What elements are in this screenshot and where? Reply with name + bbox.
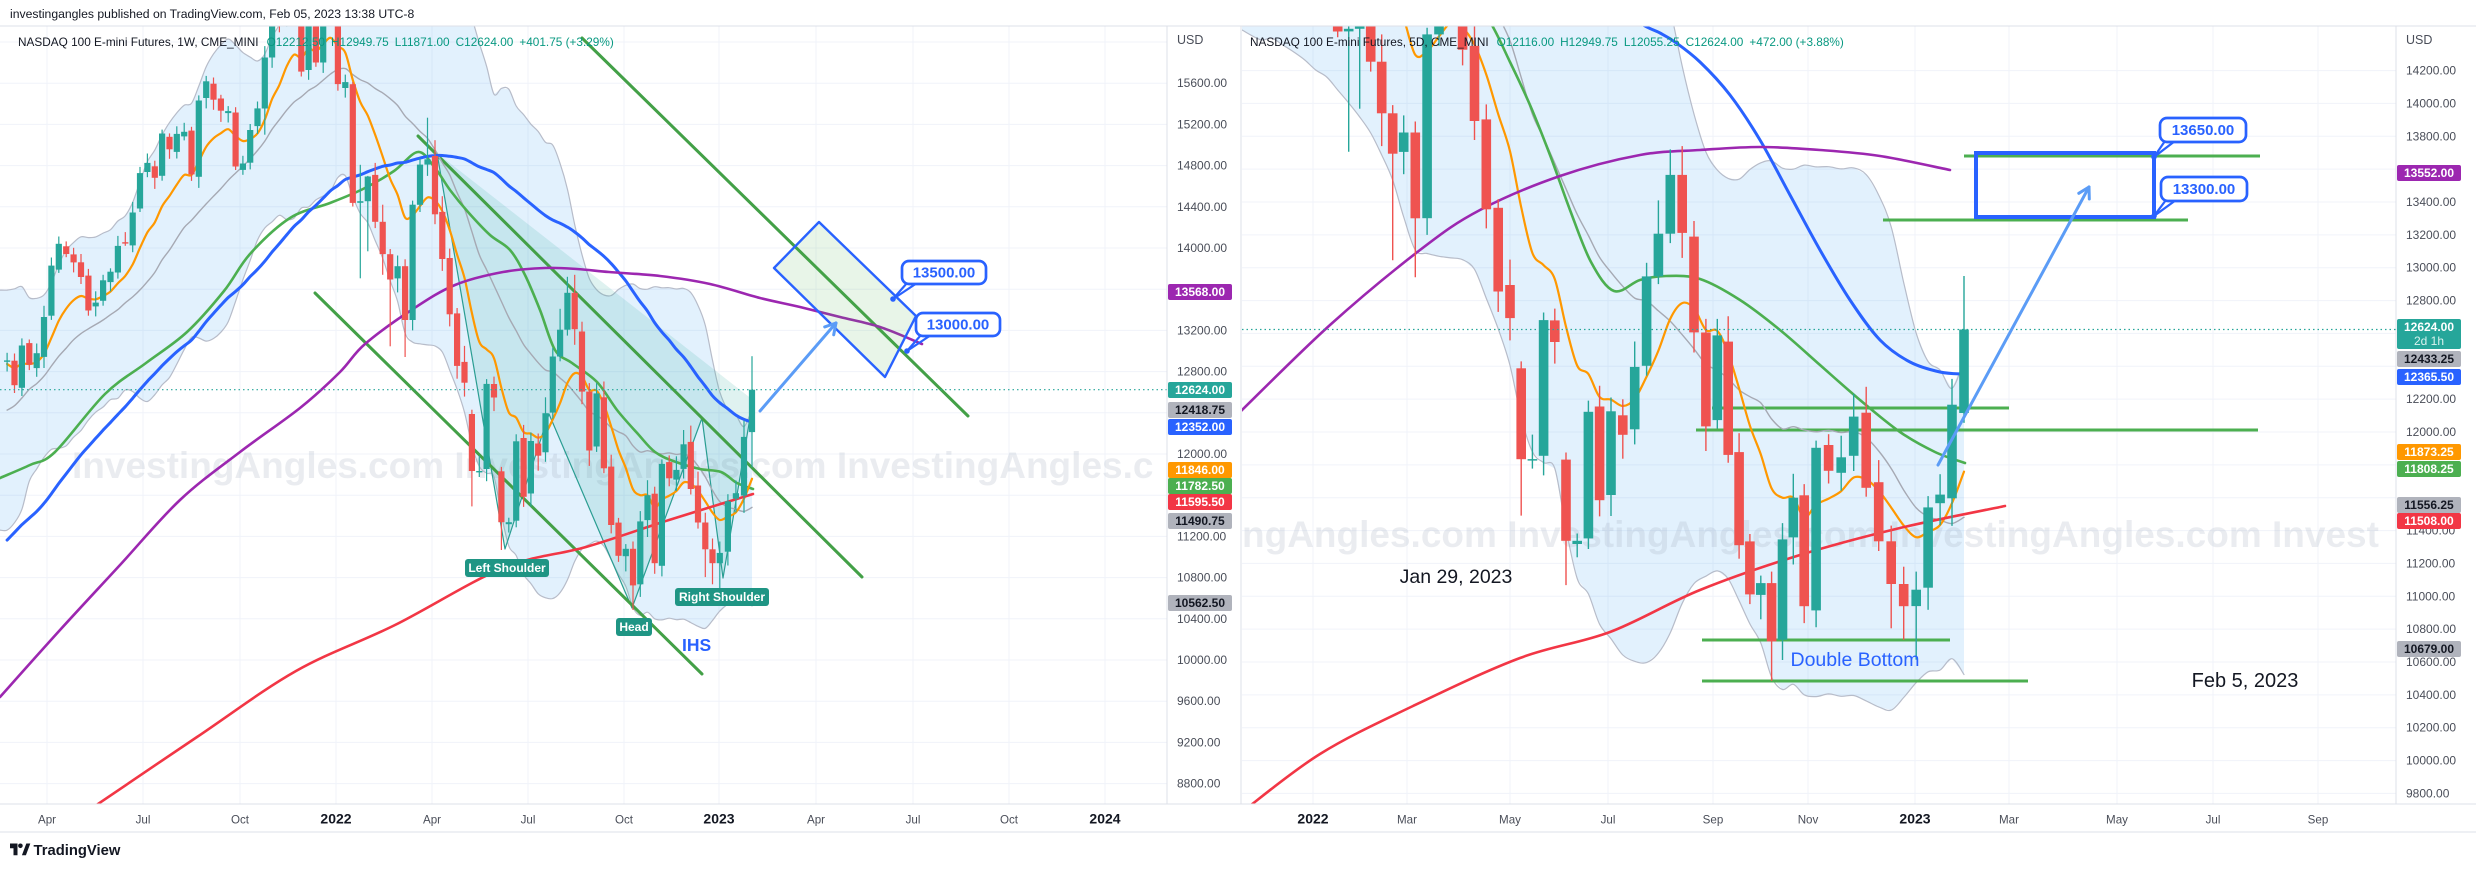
svg-text:Oct: Oct <box>1000 814 1019 827</box>
svg-text:10200.00: 10200.00 <box>2406 721 2456 735</box>
svg-text:13568.00: 13568.00 <box>1175 285 1225 299</box>
svg-text:11200.00: 11200.00 <box>1177 529 1226 543</box>
svg-text:May: May <box>2106 814 2128 827</box>
svg-text:12200.00: 12200.00 <box>2406 392 2456 406</box>
svg-text:Jul: Jul <box>136 814 151 827</box>
svg-text:10000.00: 10000.00 <box>2406 754 2456 768</box>
svg-text:12000.00: 12000.00 <box>1177 447 1227 461</box>
svg-text:14800.00: 14800.00 <box>1177 159 1227 173</box>
svg-text:10000.00: 10000.00 <box>1177 653 1227 667</box>
svg-text:investingangles published on T: investingangles published on TradingView… <box>10 7 414 21</box>
svg-text:2022: 2022 <box>320 811 351 827</box>
svg-text:12800.00: 12800.00 <box>1177 365 1227 379</box>
svg-text:13800.00: 13800.00 <box>2406 129 2456 143</box>
svg-text:9600.00: 9600.00 <box>1177 694 1221 708</box>
svg-text:10400.00: 10400.00 <box>2406 688 2456 702</box>
svg-text:Apr: Apr <box>807 814 825 827</box>
svg-text:13650.00: 13650.00 <box>2172 122 2235 139</box>
svg-text:Head: Head <box>619 620 648 634</box>
svg-text:Sep: Sep <box>2308 814 2329 827</box>
svg-text:USD: USD <box>1177 33 1203 47</box>
svg-text:12433.25: 12433.25 <box>2404 352 2454 366</box>
svg-text:Jul: Jul <box>2206 814 2221 827</box>
svg-text:Apr: Apr <box>38 814 56 827</box>
svg-text:13500.00: 13500.00 <box>913 265 976 282</box>
svg-text:8800.00: 8800.00 <box>1177 777 1221 791</box>
svg-text:10679.00: 10679.00 <box>2404 642 2454 656</box>
svg-text:Nov: Nov <box>1798 814 1819 827</box>
svg-text:12000.00: 12000.00 <box>2406 425 2456 439</box>
svg-text:Jan 29, 2023: Jan 29, 2023 <box>1400 566 1513 588</box>
svg-text:NASDAQ 100 E-mini Futures, 1W,: NASDAQ 100 E-mini Futures, 1W, CME_MINIO… <box>18 35 614 49</box>
svg-text:15600.00: 15600.00 <box>1177 76 1227 90</box>
svg-text:Mar: Mar <box>1999 814 2019 827</box>
svg-text:Jul: Jul <box>906 814 921 827</box>
svg-text:Apr: Apr <box>423 814 441 827</box>
svg-text:15200.00: 15200.00 <box>1177 117 1227 131</box>
svg-text:14200.00: 14200.00 <box>2406 64 2456 78</box>
svg-text:13400.00: 13400.00 <box>2406 195 2456 209</box>
svg-text:11000.00: 11000.00 <box>2406 589 2455 603</box>
svg-text:Double Bottom: Double Bottom <box>1791 649 1920 671</box>
svg-text:12624.00: 12624.00 <box>1175 383 1225 397</box>
svg-text:13552.00: 13552.00 <box>2404 166 2454 180</box>
svg-text:Right Shoulder: Right Shoulder <box>679 590 765 604</box>
svg-text:13200.00: 13200.00 <box>2406 228 2456 242</box>
svg-text:NASDAQ 100 E-mini Futures, 5D,: NASDAQ 100 E-mini Futures, 5D, CME_MINIO… <box>1250 35 1844 49</box>
svg-text:12352.00: 12352.00 <box>1175 420 1225 434</box>
svg-text:Jul: Jul <box>1601 814 1616 827</box>
svg-text:ngAngles.com InvestingAngles.c: ngAngles.com InvestingAngles.com Investi… <box>1242 514 2379 555</box>
svg-text:11508.00: 11508.00 <box>2404 514 2454 528</box>
svg-text:11556.25: 11556.25 <box>2404 498 2454 512</box>
svg-text:9800.00: 9800.00 <box>2406 786 2450 800</box>
svg-text:13200.00: 13200.00 <box>1177 323 1227 337</box>
svg-text:12418.75: 12418.75 <box>1175 403 1225 417</box>
svg-text:14000.00: 14000.00 <box>1177 241 1227 255</box>
svg-text:Oct: Oct <box>231 814 250 827</box>
svg-text:14000.00: 14000.00 <box>2406 96 2456 110</box>
svg-text:2024: 2024 <box>1089 811 1120 827</box>
svg-text:2d 1h: 2d 1h <box>2414 334 2444 348</box>
svg-text:May: May <box>1499 814 1521 827</box>
svg-text:10800.00: 10800.00 <box>2406 622 2456 636</box>
svg-text:10600.00: 10600.00 <box>2406 655 2456 669</box>
svg-text:Jul: Jul <box>521 814 536 827</box>
svg-text:Feb 5, 2023: Feb 5, 2023 <box>2192 670 2299 692</box>
svg-text:2022: 2022 <box>1297 811 1328 827</box>
svg-text:Sep: Sep <box>1703 814 1724 827</box>
svg-text:11595.50: 11595.50 <box>1175 495 1225 509</box>
svg-text:10800.00: 10800.00 <box>1177 571 1227 585</box>
svg-text:13300.00: 13300.00 <box>2173 181 2236 198</box>
svg-text:13000.00: 13000.00 <box>927 317 990 334</box>
svg-text:11782.50: 11782.50 <box>1175 479 1225 493</box>
svg-text:Left Shoulder: Left Shoulder <box>468 561 546 575</box>
svg-text:2023: 2023 <box>1899 811 1930 827</box>
svg-text:9200.00: 9200.00 <box>1177 735 1221 749</box>
svg-text:12624.00: 12624.00 <box>2404 320 2454 334</box>
svg-text:10400.00: 10400.00 <box>1177 612 1227 626</box>
svg-text:11490.75: 11490.75 <box>1175 514 1225 528</box>
svg-text:2023: 2023 <box>703 811 734 827</box>
svg-text:10562.50: 10562.50 <box>1175 596 1225 610</box>
svg-text:IHS: IHS <box>682 635 711 655</box>
svg-text:11846.00: 11846.00 <box>1175 463 1225 477</box>
svg-text:14400.00: 14400.00 <box>1177 200 1227 214</box>
svg-text:Oct: Oct <box>615 814 634 827</box>
svg-text:Mar: Mar <box>1397 814 1417 827</box>
svg-text:11808.25: 11808.25 <box>2404 462 2454 476</box>
svg-text:12365.50: 12365.50 <box>2404 370 2454 384</box>
svg-text:USD: USD <box>2406 33 2432 47</box>
svg-text:12800.00: 12800.00 <box>2406 294 2456 308</box>
svg-text:TradingView: TradingView <box>34 843 121 859</box>
svg-text:11200.00: 11200.00 <box>2406 556 2455 570</box>
svg-text:13000.00: 13000.00 <box>2406 261 2456 275</box>
svg-text:11873.25: 11873.25 <box>2404 445 2454 459</box>
